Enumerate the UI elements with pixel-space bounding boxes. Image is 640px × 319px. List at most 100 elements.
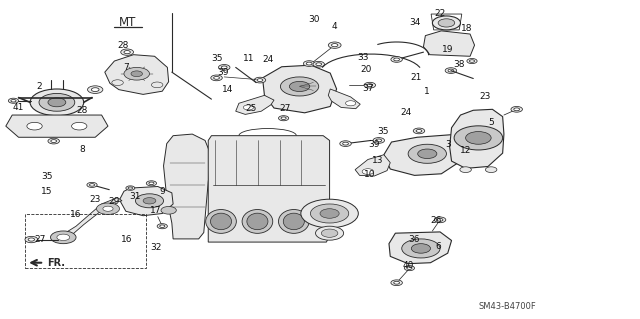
Text: 17: 17 <box>150 206 162 215</box>
Circle shape <box>257 79 263 82</box>
Text: 20: 20 <box>360 65 372 74</box>
Text: 30: 30 <box>308 15 319 24</box>
Text: 16: 16 <box>70 210 82 219</box>
Text: 28: 28 <box>77 106 88 115</box>
Text: 41: 41 <box>13 103 24 112</box>
Circle shape <box>48 98 66 107</box>
Text: 7: 7 <box>123 63 129 72</box>
Text: 14: 14 <box>221 85 233 94</box>
Text: 31: 31 <box>129 191 141 201</box>
Text: 24: 24 <box>401 108 412 117</box>
Text: MT: MT <box>118 16 136 29</box>
Text: 40: 40 <box>403 261 414 271</box>
Circle shape <box>161 206 176 214</box>
Circle shape <box>394 281 399 284</box>
Text: 35: 35 <box>41 173 52 182</box>
Polygon shape <box>328 89 360 109</box>
Text: 39: 39 <box>217 68 228 77</box>
Circle shape <box>321 229 338 237</box>
Text: 23: 23 <box>479 92 490 101</box>
Circle shape <box>28 238 35 241</box>
Circle shape <box>320 209 339 218</box>
Circle shape <box>435 217 446 223</box>
Circle shape <box>48 138 60 144</box>
Text: 2: 2 <box>36 82 42 91</box>
Circle shape <box>90 184 95 186</box>
Circle shape <box>278 116 289 121</box>
Polygon shape <box>450 109 504 168</box>
Circle shape <box>373 137 385 143</box>
Circle shape <box>124 67 150 80</box>
Polygon shape <box>262 65 337 113</box>
Circle shape <box>103 206 113 211</box>
Circle shape <box>126 186 135 190</box>
Text: 5: 5 <box>488 117 494 127</box>
Text: 23: 23 <box>90 195 101 204</box>
Polygon shape <box>120 187 173 216</box>
Ellipse shape <box>211 213 232 230</box>
Circle shape <box>88 86 103 93</box>
Circle shape <box>281 117 286 120</box>
Circle shape <box>407 267 412 269</box>
Circle shape <box>72 122 87 130</box>
Text: 35: 35 <box>377 127 388 136</box>
Circle shape <box>280 77 319 96</box>
Circle shape <box>128 187 132 189</box>
Text: 28: 28 <box>118 41 129 50</box>
Circle shape <box>303 61 315 66</box>
Ellipse shape <box>284 213 305 230</box>
Polygon shape <box>389 232 452 264</box>
Text: 6: 6 <box>435 242 441 251</box>
Circle shape <box>307 62 312 65</box>
Ellipse shape <box>278 210 309 233</box>
Circle shape <box>342 142 348 145</box>
Text: 25: 25 <box>245 104 257 113</box>
Circle shape <box>466 131 491 144</box>
Circle shape <box>364 82 376 88</box>
Circle shape <box>362 169 374 174</box>
Circle shape <box>243 105 253 110</box>
Circle shape <box>97 203 120 214</box>
Circle shape <box>391 56 403 62</box>
Circle shape <box>57 234 70 241</box>
Circle shape <box>221 66 227 69</box>
Text: 13: 13 <box>372 156 383 165</box>
Circle shape <box>433 16 461 30</box>
Circle shape <box>160 225 165 227</box>
Circle shape <box>340 141 351 146</box>
Circle shape <box>438 19 455 27</box>
Circle shape <box>404 266 415 271</box>
Polygon shape <box>60 197 122 241</box>
Text: 9: 9 <box>159 187 165 196</box>
Circle shape <box>511 107 522 112</box>
Circle shape <box>316 226 344 240</box>
Polygon shape <box>384 135 461 175</box>
Text: 22: 22 <box>435 9 445 18</box>
Circle shape <box>124 50 131 54</box>
Circle shape <box>367 84 372 86</box>
Text: 29: 29 <box>109 197 120 206</box>
Polygon shape <box>208 136 330 242</box>
Text: 4: 4 <box>332 22 337 31</box>
Circle shape <box>8 98 19 103</box>
Text: 21: 21 <box>410 73 422 82</box>
Text: 38: 38 <box>454 60 465 69</box>
Text: 12: 12 <box>460 146 471 155</box>
Ellipse shape <box>247 213 268 230</box>
Circle shape <box>467 58 477 63</box>
Ellipse shape <box>205 210 236 233</box>
Circle shape <box>214 77 220 79</box>
Text: 34: 34 <box>409 18 420 27</box>
Circle shape <box>436 36 462 49</box>
Circle shape <box>412 244 431 253</box>
Circle shape <box>92 88 99 92</box>
Text: 24: 24 <box>262 55 273 64</box>
Circle shape <box>147 181 157 186</box>
Text: 32: 32 <box>150 243 161 252</box>
Circle shape <box>376 139 381 142</box>
Circle shape <box>218 64 230 70</box>
Text: 37: 37 <box>362 85 374 93</box>
Polygon shape <box>236 95 274 115</box>
Circle shape <box>413 128 425 134</box>
Circle shape <box>402 239 440 258</box>
